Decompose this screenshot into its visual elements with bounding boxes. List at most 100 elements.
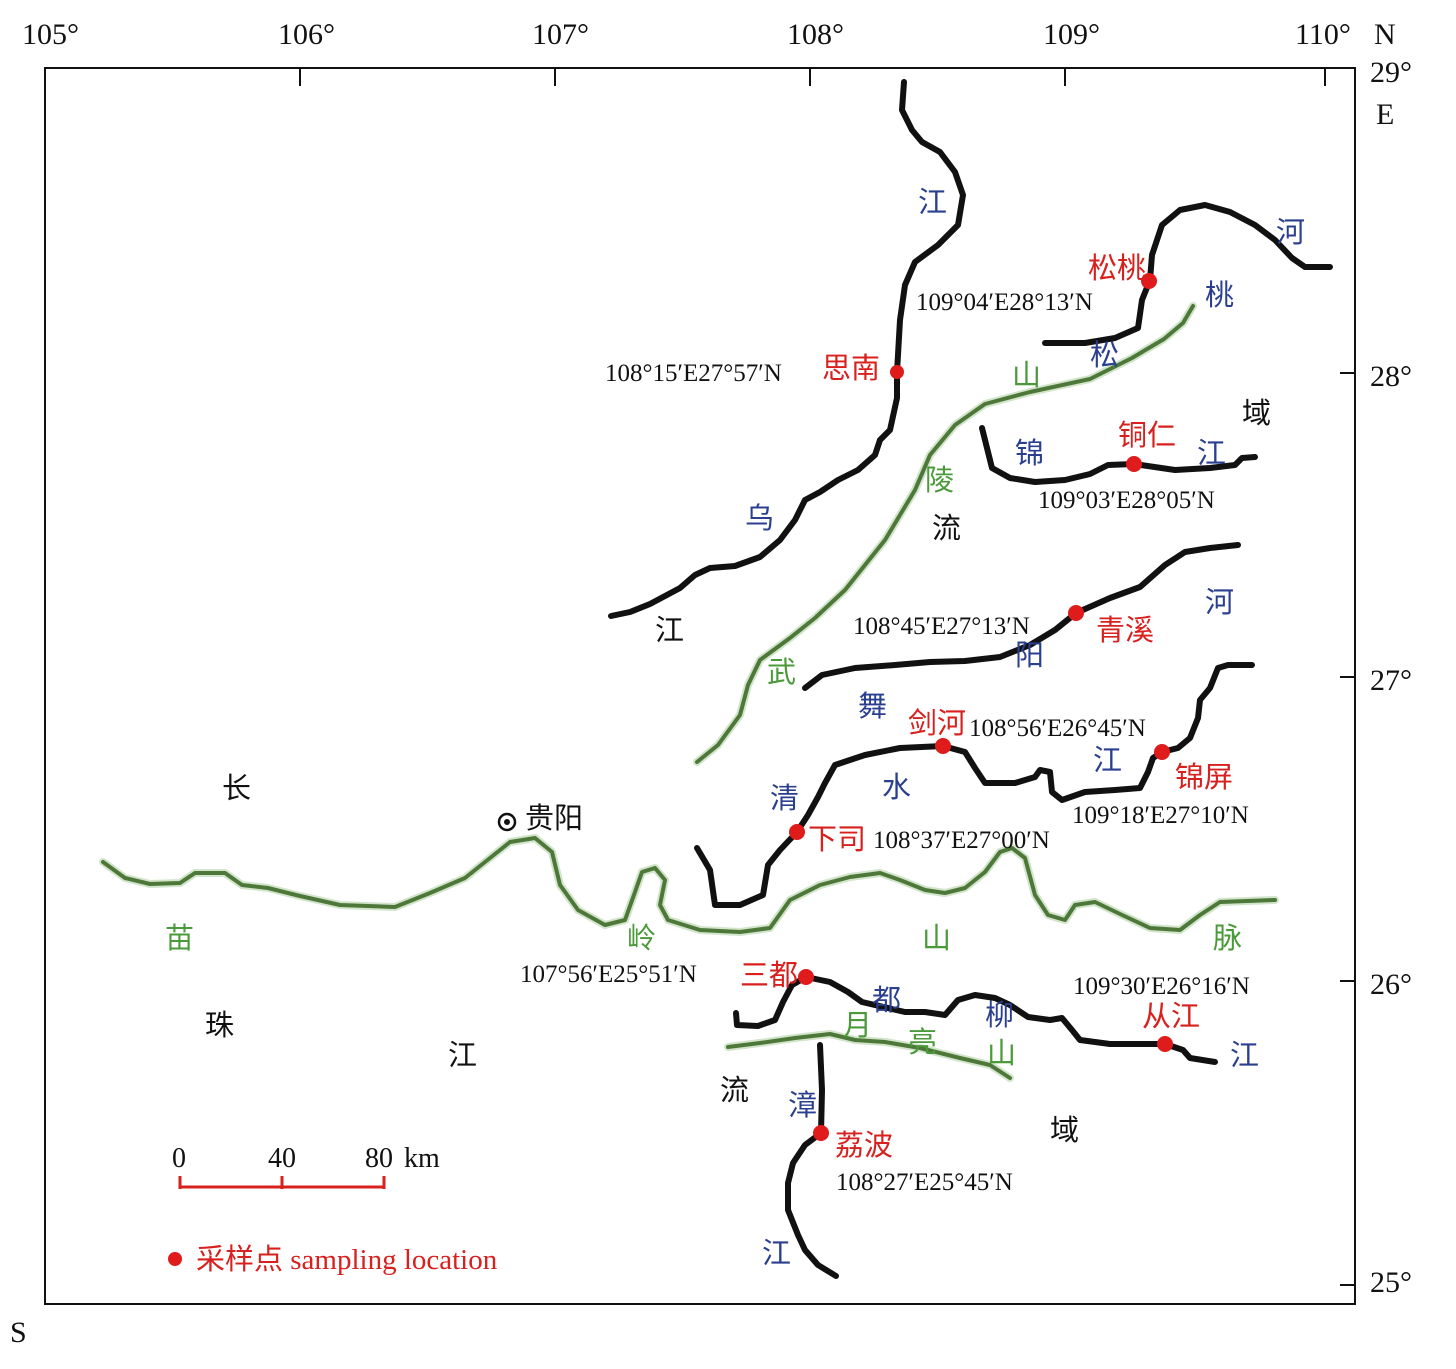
lon-label-109: 109°: [1043, 18, 1100, 51]
site-name-qingxi: 青溪: [1096, 614, 1154, 647]
site-coord-congjiang: 109°30′E26°16′N: [1073, 973, 1250, 1000]
river-label: 松: [1090, 339, 1119, 372]
river-label: 江: [1093, 745, 1122, 777]
lon-label-106: 106°: [278, 18, 335, 51]
site-marker-congjiang[interactable]: [1157, 1036, 1173, 1052]
wuling-mountain: [695, 304, 1195, 764]
lon-label-108: 108°: [787, 18, 844, 51]
site-coord-tongren: 109°03′E28°05′N: [1038, 487, 1215, 514]
site-coord-songtao: 109°04′E28°13′N: [916, 289, 1093, 316]
lat-label-28: 28°: [1370, 360, 1412, 393]
lat-label-25: 25°: [1370, 1266, 1412, 1299]
mountain-label: 亮: [908, 1026, 937, 1059]
river-label: 江: [1230, 1040, 1259, 1072]
city-guiyang[interactable]: [497, 812, 517, 832]
site-marker-jinping[interactable]: [1154, 744, 1170, 760]
site-marker-sinan[interactable]: [890, 365, 904, 379]
site-marker-jianhe[interactable]: [935, 738, 951, 754]
zhangjiang-river: [785, 1042, 839, 1279]
site-name-sandu: 三都: [740, 960, 798, 992]
site-name-sinan: 思南: [822, 352, 880, 385]
site-name-libo: 荔波: [835, 1129, 893, 1162]
river-label: 都: [872, 985, 901, 1017]
site-marker-xiasi[interactable]: [789, 824, 805, 840]
lat-label-27: 27°: [1370, 664, 1412, 697]
longitude-ticks: [299, 68, 1326, 86]
south-label: S: [10, 1316, 27, 1349]
city-name-guiyang: 贵阳: [525, 802, 583, 835]
scale-bar: [178, 1176, 386, 1189]
river-label: 清: [770, 782, 799, 815]
region-label: 域: [1050, 1114, 1079, 1147]
river-label: 江: [762, 1238, 791, 1270]
site-name-jianhe: 剑河: [908, 707, 966, 740]
region-label: 长: [222, 772, 251, 805]
mountain-ranges: [99, 302, 1279, 1082]
river-label: 锦: [1015, 437, 1044, 470]
site-marker-libo[interactable]: [813, 1125, 829, 1141]
site-coord-xiasi: 108°37′E27°00′N: [873, 827, 1050, 854]
lon-label-105: 105°: [22, 18, 79, 51]
legend-marker-icon: [168, 1252, 182, 1266]
latitude-ticks: [1340, 372, 1355, 1286]
site-name-xiasi: 下司: [808, 824, 866, 856]
region-label: 域: [1242, 397, 1271, 430]
mountain-label: 月: [843, 1010, 872, 1042]
site-marker-songtao[interactable]: [1141, 273, 1157, 289]
lat-label-29: 29°: [1370, 56, 1412, 89]
east-label: E: [1376, 98, 1394, 131]
region-label: 流: [720, 1074, 749, 1107]
river-label: 江: [1197, 438, 1226, 470]
lon-label-110: 110°: [1295, 18, 1351, 51]
site-coord-jinping: 109°18′E27°10′N: [1072, 802, 1249, 829]
river-label: 河: [1205, 587, 1234, 619]
river-label: 水: [882, 771, 911, 804]
site-coord-sandu: 107°56′E25°51′N: [520, 961, 697, 988]
mountain-label: 苗: [165, 922, 194, 955]
site-marker-qingxi[interactable]: [1068, 605, 1084, 621]
region-label: 江: [448, 1040, 477, 1072]
rivers: [608, 79, 1333, 1279]
site-coord-jianhe: 108°56′E26°45′N: [969, 715, 1146, 742]
site-coord-libo: 108°27′E25°45′N: [836, 1169, 1013, 1196]
mountain-label: 武: [767, 657, 796, 689]
songtao-river: [1042, 202, 1333, 346]
site-name-tongren: 铜仁: [1118, 419, 1176, 452]
river-label: 河: [1276, 217, 1305, 249]
sampling-sites: [789, 273, 1173, 1141]
wuyang-river: [802, 542, 1241, 691]
city-marker-icon: [497, 812, 517, 832]
river-label: 桃: [1205, 279, 1234, 312]
lat-label-26: 26°: [1370, 968, 1412, 1001]
scale-tick-0: 0: [172, 1143, 186, 1174]
mountain-label: 岭: [627, 922, 656, 955]
site-name-congjiang: 从江: [1142, 1001, 1200, 1033]
scale-unit: km: [404, 1143, 440, 1174]
river-label: 乌: [745, 502, 774, 535]
scale-tick-80: 80: [365, 1143, 393, 1174]
river-label: 漳: [788, 1089, 817, 1122]
river-label: 江: [918, 187, 947, 219]
river-label: 阳: [1015, 640, 1044, 672]
wujiang-river: [608, 79, 966, 619]
map-frame: [44, 67, 1356, 1305]
miaoling-mountain: [101, 836, 1277, 934]
site-marker-sandu[interactable]: [798, 969, 814, 985]
mountain-label: 陵: [925, 465, 954, 497]
jinjiang-river: [979, 425, 1258, 485]
region-label: 珠: [205, 1009, 234, 1042]
site-coord-sinan: 108°15′E27°57′N: [605, 360, 782, 387]
site-name-songtao: 松桃: [1088, 252, 1146, 285]
north-label: N: [1374, 18, 1396, 51]
mountain-label: 山: [922, 923, 951, 955]
duliu-river: [733, 974, 1218, 1065]
river-label: 舞: [858, 690, 887, 723]
mountain-label: 山: [987, 1038, 1016, 1070]
river-label: 江: [655, 615, 684, 647]
yueliang-mountain: [726, 1032, 1012, 1080]
site-name-jinping: 锦屏: [1175, 761, 1233, 794]
legend-label: 采样点 sampling location: [196, 1243, 498, 1276]
site-marker-tongren[interactable]: [1126, 456, 1142, 472]
lon-label-107: 107°: [532, 18, 589, 51]
